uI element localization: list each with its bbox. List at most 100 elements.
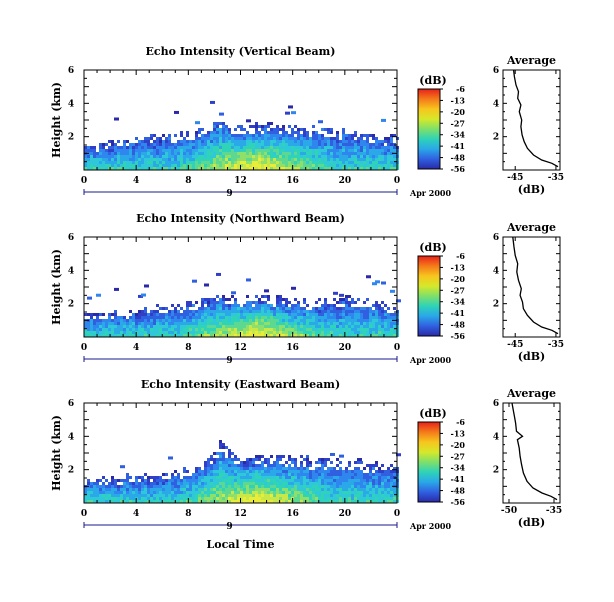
heatmap-cell [300,164,303,167]
colorbar [417,421,441,503]
heatmap-cell [255,137,258,140]
heatmap-cell [330,482,333,485]
heatmap-cell [258,485,261,488]
heatmap-cell [309,322,312,325]
heatmap-cell [255,500,258,503]
heatmap-cell [165,328,168,331]
heatmap-cell [267,152,270,155]
heatmap-cell [111,149,114,152]
heatmap-cell [219,149,222,152]
heatmap-cell [243,470,246,473]
heatmap-cell [348,295,351,298]
heatmap-cell [195,137,198,140]
heatmap-cell [204,298,207,301]
heatmap-cell [234,331,237,334]
heatmap-cell [336,167,339,170]
heatmap-cell [333,146,336,149]
heatmap-cell [363,334,366,337]
heatmap-cell [339,467,342,470]
heatmap-cell [288,328,291,331]
heatmap-cell [366,322,369,325]
heatmap-cell [342,134,345,137]
x-axis-label: Local Time [207,538,275,551]
heatmap-cell [294,316,297,319]
heatmap-cell [111,152,114,155]
heatmap-cell [285,161,288,164]
heatmap-cell [219,473,222,476]
heatmap-cell [162,491,165,494]
heatmap-cell [249,137,252,140]
heatmap-cell [126,331,129,334]
heatmap-cell [249,125,252,128]
heatmap-cell [324,325,327,328]
heatmap-cell [213,304,216,307]
heatmap-cell [330,467,333,470]
heatmap-cell [321,146,324,149]
heatmap-cell [357,331,360,334]
heatmap-cell [213,473,216,476]
heatmap-cell [162,158,165,161]
heatmap-cell [366,155,369,158]
heatmap-cell [234,164,237,167]
heatmap-cell [222,140,225,143]
heatmap-cell [117,152,120,155]
heatmap-cell [132,161,135,164]
heatmap-cell [363,479,366,482]
heatmap-cell [357,494,360,497]
heatmap-cell [309,143,312,146]
x-tick-label: -45 [507,340,523,350]
heatmap-cell [351,307,354,310]
heatmap-cell [183,319,186,322]
heatmap-cell [177,325,180,328]
heatmap-cell [300,146,303,149]
heatmap-cell [207,473,210,476]
heatmap-cell [264,158,267,161]
heatmap-cell [249,161,252,164]
heatmap-cell [171,155,174,158]
heatmap-cell [285,131,288,134]
heatmap-cell [240,328,243,331]
heatmap-cell [285,322,288,325]
x-tick-label: 20 [339,509,352,519]
heatmap-cell [150,161,153,164]
heatmap-cell [387,494,390,497]
heatmap-cell [276,455,279,458]
y-tick-label: 2 [493,466,499,476]
heatmap-cell [339,328,342,331]
heatmap-cell [111,491,114,494]
heatmap-cell [288,316,291,319]
heatmap-cell [246,119,251,123]
heatmap-cell [213,307,216,310]
heatmap-cell [210,473,213,476]
heatmap-cell [258,125,261,128]
heatmap-cell [381,164,384,167]
heatmap-cell [312,485,315,488]
heatmap-cell [291,325,294,328]
heatmap-cell [288,325,291,328]
heatmap-cell [261,140,264,143]
heatmap-cell [360,146,363,149]
heatmap-cell [336,137,339,140]
x-tick-label: 16 [286,176,299,186]
heatmap-cell [393,307,396,310]
heatmap-cell [171,331,174,334]
heatmap-cell [192,328,195,331]
heatmap-cell [297,164,300,167]
heatmap-cell [147,137,150,140]
average-profile-line [511,402,558,501]
heatmap-cell [162,143,165,146]
heatmap-cell [246,301,249,304]
heatmap-cell [171,497,174,500]
heatmap-cell [156,152,159,155]
heatmap-cell [357,488,360,491]
heatmap-cell [378,310,381,313]
heatmap-cell [360,476,363,479]
heatmap-cell [234,491,237,494]
heatmap-cell [315,476,318,479]
heatmap-cell [336,464,339,467]
heatmap-cell [105,328,108,331]
heatmap-cell [267,470,270,473]
heatmap-cell [279,313,282,316]
heatmap-cell [249,458,252,461]
heatmap-cell [276,313,279,316]
